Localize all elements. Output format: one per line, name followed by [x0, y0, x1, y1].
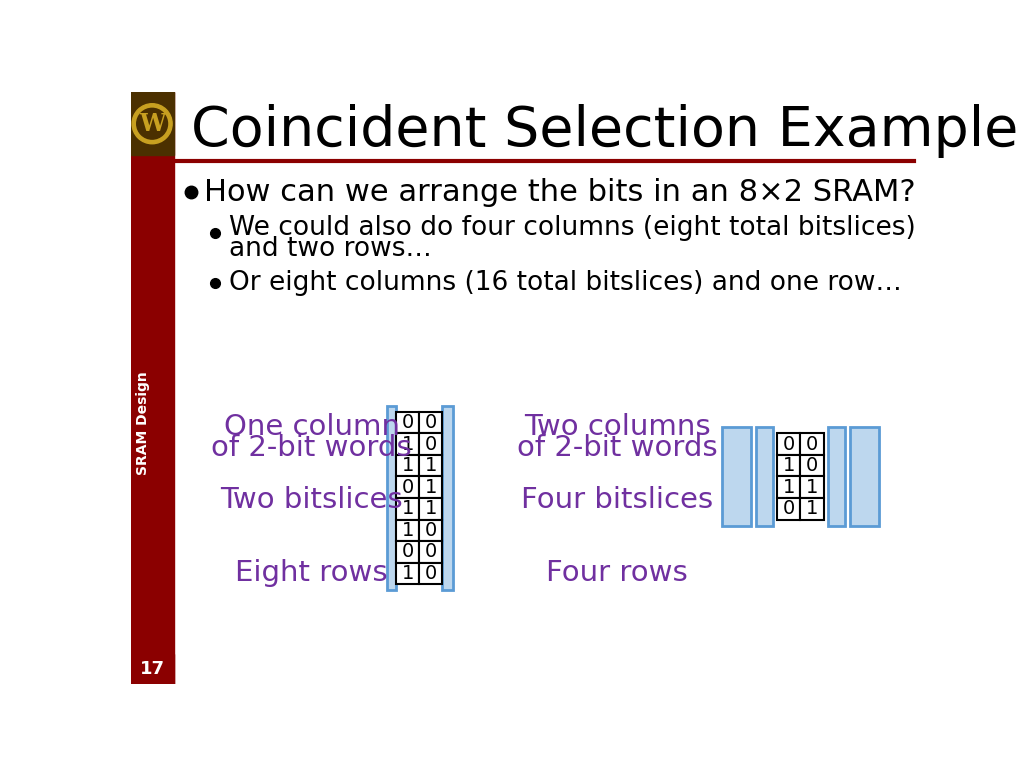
Bar: [419, 433, 442, 455]
Text: Or eight columns (16 total bitslices) and one row…: Or eight columns (16 total bitslices) an…: [229, 270, 902, 296]
Bar: [419, 498, 442, 519]
Text: 0: 0: [425, 564, 437, 583]
Text: 1: 1: [401, 564, 414, 583]
Text: 1: 1: [425, 499, 437, 518]
Bar: [419, 476, 442, 498]
Bar: [756, 427, 773, 525]
Text: 0: 0: [806, 456, 818, 475]
Text: and two rows…: and two rows…: [229, 237, 432, 262]
Text: 1: 1: [401, 499, 414, 518]
Text: 0: 0: [425, 542, 437, 561]
Bar: [396, 412, 419, 433]
Text: 17: 17: [139, 660, 165, 678]
Text: of 2-bit words: of 2-bit words: [517, 434, 718, 462]
Bar: [396, 519, 419, 541]
Text: 0: 0: [401, 478, 414, 497]
Bar: [419, 519, 442, 541]
Text: SRAM Design: SRAM Design: [136, 372, 150, 475]
Text: Coincident Selection Example: Coincident Selection Example: [190, 104, 1018, 157]
Text: 1: 1: [806, 478, 818, 497]
Text: 0: 0: [425, 521, 437, 540]
Bar: [419, 541, 442, 563]
Bar: [396, 455, 419, 476]
Bar: [777, 498, 801, 519]
Text: Eight rows: Eight rows: [236, 559, 388, 588]
Text: 1: 1: [806, 499, 818, 518]
Text: W: W: [139, 111, 165, 136]
Bar: [801, 476, 823, 498]
Circle shape: [132, 104, 172, 144]
Text: 0: 0: [425, 435, 437, 454]
Bar: [442, 406, 454, 591]
Bar: [396, 541, 419, 563]
Circle shape: [137, 108, 168, 139]
Bar: [396, 563, 419, 584]
Bar: [850, 427, 879, 525]
Text: 1: 1: [782, 478, 795, 497]
Bar: [801, 498, 823, 519]
Bar: [722, 427, 752, 525]
Text: We could also do four columns (eight total bitslices): We could also do four columns (eight tot…: [229, 215, 915, 240]
Text: Two columns: Two columns: [524, 413, 711, 441]
Bar: [801, 455, 823, 476]
Text: 1: 1: [401, 435, 414, 454]
Text: Four rows: Four rows: [547, 559, 688, 588]
Bar: [396, 433, 419, 455]
Text: Two bitslices: Two bitslices: [220, 486, 402, 515]
Text: 0: 0: [806, 435, 818, 454]
Bar: [131, 654, 174, 684]
Text: How can we arrange the bits in an 8×2 SRAM?: How can we arrange the bits in an 8×2 SR…: [205, 177, 916, 207]
Text: 1: 1: [401, 456, 414, 475]
Text: 1: 1: [425, 456, 437, 475]
Bar: [777, 476, 801, 498]
Bar: [396, 476, 419, 498]
Bar: [419, 412, 442, 433]
Text: 1: 1: [782, 456, 795, 475]
Text: 1: 1: [401, 521, 414, 540]
Bar: [801, 433, 823, 455]
Text: 0: 0: [401, 413, 414, 432]
Text: Four bitslices: Four bitslices: [521, 486, 714, 515]
Bar: [777, 433, 801, 455]
Bar: [131, 92, 174, 684]
Bar: [131, 92, 174, 155]
Bar: [396, 498, 419, 519]
Text: One column: One column: [223, 413, 399, 441]
Text: 0: 0: [782, 435, 795, 454]
Bar: [777, 455, 801, 476]
Text: of 2-bit words: of 2-bit words: [211, 434, 412, 462]
Text: 1: 1: [425, 478, 437, 497]
Bar: [828, 427, 845, 525]
Text: 0: 0: [401, 542, 414, 561]
Bar: [419, 563, 442, 584]
Bar: [387, 406, 396, 591]
Text: 0: 0: [425, 413, 437, 432]
Bar: [419, 455, 442, 476]
Text: 0: 0: [782, 499, 795, 518]
